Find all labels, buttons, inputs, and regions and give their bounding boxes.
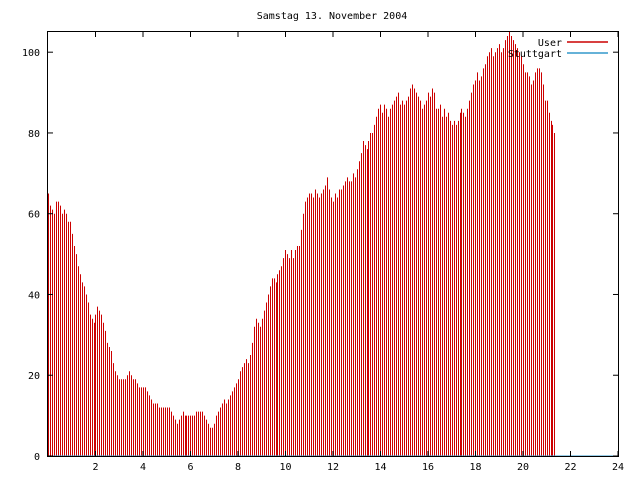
x-tick-label: 22 (564, 462, 576, 473)
x-tick-label: 6 (187, 462, 193, 473)
legend: User Stuttgart (508, 38, 608, 60)
plot-frame (47, 31, 619, 457)
x-tick-label: 12 (327, 462, 339, 473)
x-tick-label: 18 (469, 462, 481, 473)
x-tick-label: 10 (279, 462, 291, 473)
chart-title: Samstag 13. November 2004 (257, 11, 408, 22)
y-tick-label: 20 (28, 371, 40, 382)
y-tick-label: 40 (28, 290, 40, 301)
y-tick-label: 100 (22, 48, 40, 59)
legend-label-user: User (538, 38, 562, 49)
x-axis: 2 4 6 8 10 12 14 16 18 20 22 24 (92, 32, 624, 473)
y-tick-label: 0 (34, 452, 40, 463)
x-tick-label: 2 (92, 462, 98, 473)
legend-label-stuttgart: Stuttgart (508, 49, 562, 60)
y-tick-label: 80 (28, 129, 40, 140)
x-tick-label: 14 (374, 462, 386, 473)
bars-layer (48, 32, 555, 456)
x-tick-label: 8 (235, 462, 241, 473)
x-tick-label: 20 (517, 462, 529, 473)
x-tick-label: 24 (612, 462, 624, 473)
x-tick-label: 4 (140, 462, 146, 473)
x-tick-label: 16 (422, 462, 434, 473)
y-axis: 0 20 40 60 80 100 (22, 48, 618, 463)
y-tick-label: 60 (28, 210, 40, 221)
